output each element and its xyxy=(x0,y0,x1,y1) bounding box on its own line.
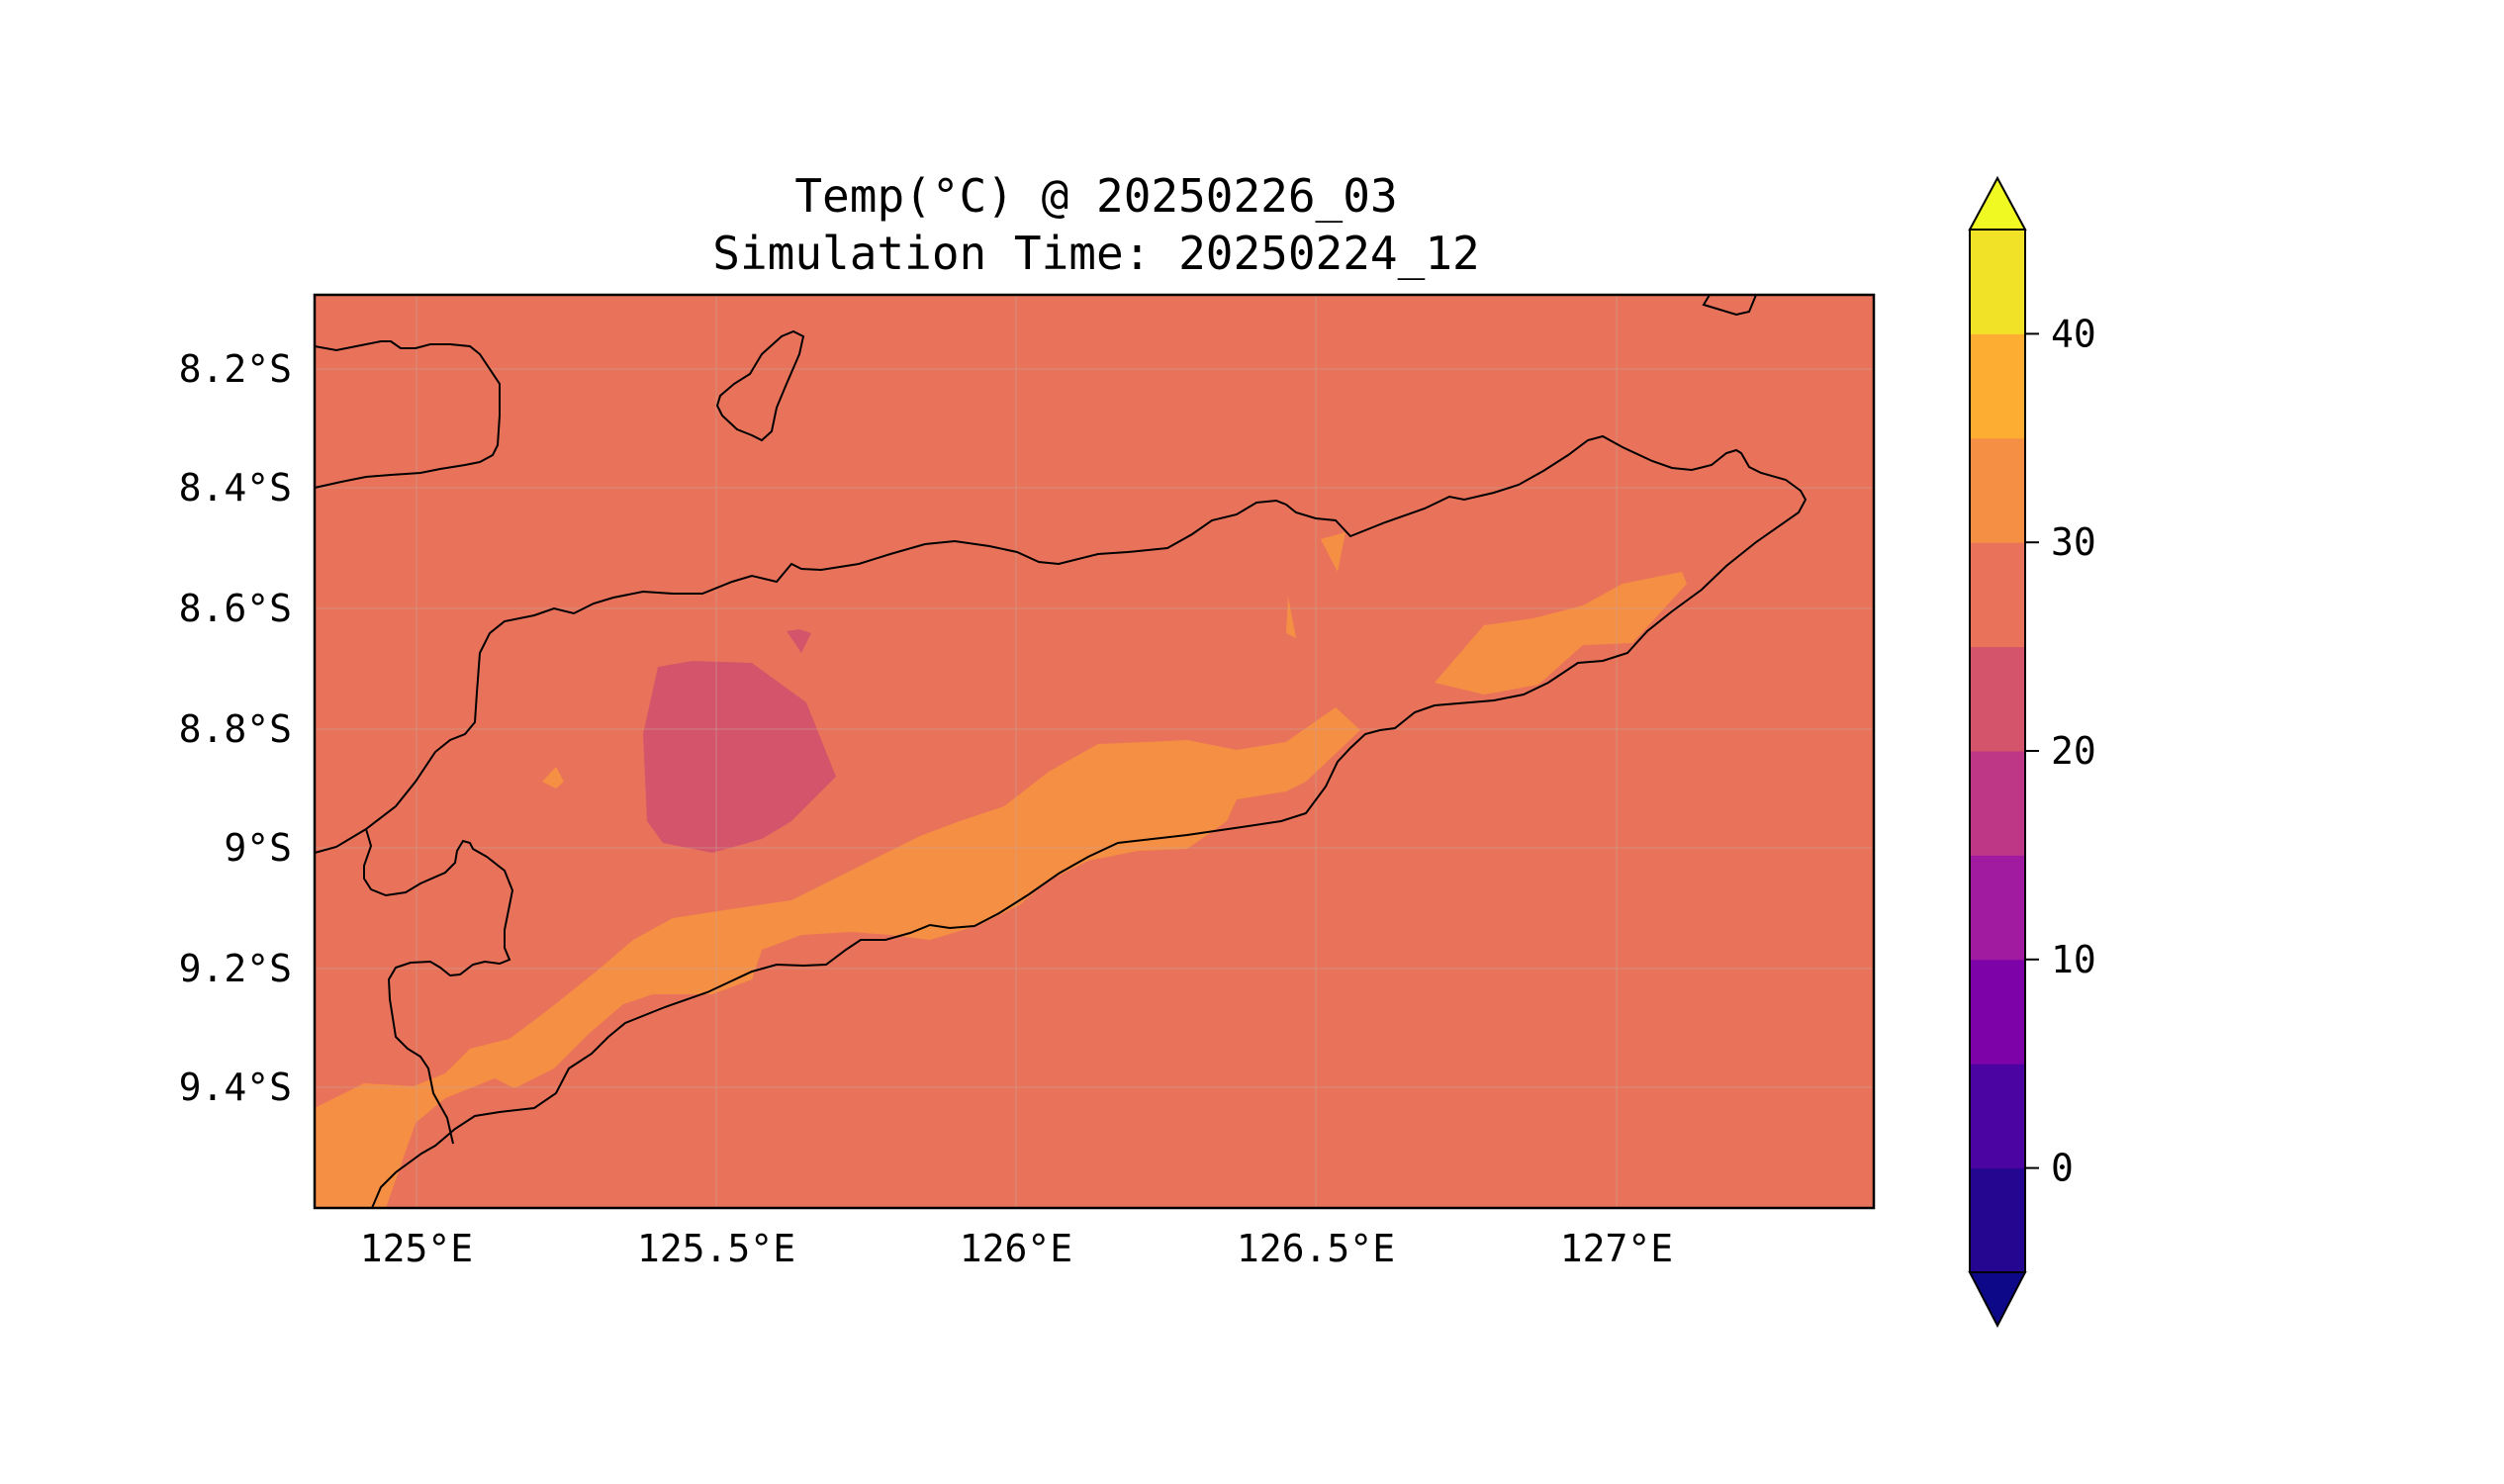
latitude-axis: 8.2°S 8.4°S 8.6°S 8.8°S 9°S 9.2°S 9.4°S xyxy=(179,347,292,1109)
colorbar-segment xyxy=(1970,646,2025,752)
colorbar-segment xyxy=(1970,1167,2025,1273)
colorbar-segment xyxy=(1970,959,2025,1065)
colorbar-ticks: 0 10 20 30 40 xyxy=(2025,312,2096,1190)
lat-tick-label: 8.8°S xyxy=(179,707,292,751)
temperature-zone-30-35 xyxy=(315,532,1687,1208)
colorbar-segment xyxy=(1970,437,2025,543)
colorbar-tick-label: 10 xyxy=(2051,938,2096,981)
colorbar-tick-label: 30 xyxy=(2051,520,2096,564)
lon-tick-label: 126°E xyxy=(960,1227,1072,1270)
coastline-wetar xyxy=(314,340,501,489)
colorbar-segment xyxy=(1970,855,2025,961)
colorbar-segment xyxy=(1970,333,2025,439)
lon-tick-label: 125°E xyxy=(360,1227,473,1270)
coastline-small-island-north xyxy=(715,329,805,442)
orange-band-main xyxy=(315,707,1360,1208)
colorbar-under-triangle xyxy=(1968,1271,2027,1329)
lon-tick-label: 125.5°E xyxy=(637,1227,795,1270)
map-title-line-1: Temp(°C) @ 20250226_03 xyxy=(794,169,1397,223)
colorbar: 0 10 20 30 40 xyxy=(1968,175,2096,1329)
colorbar-tick-label: 0 xyxy=(2051,1147,2074,1190)
colorbar-segment xyxy=(1970,230,2025,334)
colorbar-over-triangle xyxy=(1968,175,2027,231)
lon-tick-label: 127°E xyxy=(1560,1227,1673,1270)
colorbar-tick-label: 20 xyxy=(2051,729,2096,773)
coastline-timor-north xyxy=(314,434,1808,1209)
map-panel xyxy=(313,293,1876,1210)
map-frame xyxy=(313,293,1876,1210)
map-gridlines xyxy=(315,295,1874,1208)
lat-tick-label: 8.2°S xyxy=(179,347,292,391)
orange-band-east xyxy=(1435,572,1687,695)
orange-spot-west xyxy=(542,767,564,788)
lat-tick-label: 9.2°S xyxy=(179,947,292,990)
lat-tick-label: 8.6°S xyxy=(179,587,292,630)
orange-spot-north xyxy=(1321,532,1345,572)
temperature-zone-20-25 xyxy=(643,629,836,853)
longitude-axis: 125°E 125.5°E 126°E 126.5°E 127°E xyxy=(360,1227,1673,1270)
colorbar-segment xyxy=(1970,751,2025,856)
colorbar-segments xyxy=(1970,230,2025,1273)
lat-tick-label: 9.4°S xyxy=(179,1066,292,1109)
lon-tick-label: 126.5°E xyxy=(1237,1227,1395,1270)
coastline-northeast-islet xyxy=(1702,294,1757,317)
lat-tick-label: 9°S xyxy=(224,826,292,870)
orange-spot-mid xyxy=(1286,597,1296,638)
cool-spot-north xyxy=(787,629,811,653)
map-title-line-2: Simulation Time: 20250224_12 xyxy=(712,227,1479,280)
colorbar-segment xyxy=(1970,542,2025,648)
colorbar-segment xyxy=(1970,1064,2025,1169)
lat-tick-label: 8.4°S xyxy=(179,466,292,510)
colorbar-tick-label: 40 xyxy=(2051,312,2096,355)
coastline-sw-cape xyxy=(363,828,514,1145)
cool-patch-inland xyxy=(643,661,836,853)
coastlines xyxy=(314,294,1808,1209)
